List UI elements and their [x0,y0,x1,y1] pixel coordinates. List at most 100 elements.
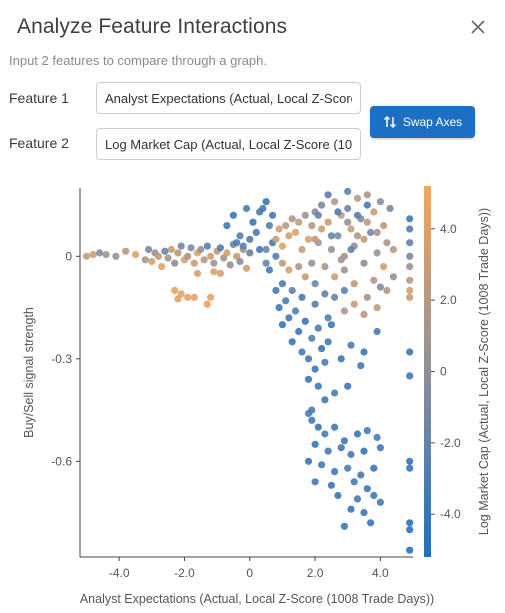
data-point [242,204,251,213]
data-point [353,194,362,202]
y-axis-title: Buy/Sell signal strength [22,307,36,438]
colorbar-tick-label: -2.0 [440,436,461,450]
data-point [314,423,322,431]
data-point [324,314,332,322]
data-point [406,348,414,356]
x-tick-label: -2.0 [174,566,195,580]
data-point [314,211,322,219]
data-point [373,327,381,336]
data-point [376,198,384,206]
data-point [370,276,378,284]
data-point [321,290,329,298]
data-point [318,461,326,469]
data-point [357,362,365,370]
data-point [148,257,156,266]
data-point [406,225,414,233]
data-point [171,259,179,267]
data-point [334,208,342,216]
colorbar-tick-label: 4.0 [440,222,457,236]
data-point [197,245,205,254]
colorbar-tick-label: 0 [440,365,447,379]
scatter-chart: -4.0 -2.0 0 2.0 4.0 0 -0.3 -0.6 Analyst Expect… [22,186,491,606]
data-point [102,251,110,259]
data-point [272,235,280,243]
data-point [327,481,335,489]
data-point [203,242,211,250]
data-point [246,249,254,257]
swap-axes-label: Swap Axes [402,115,463,129]
colorbar-tick-label: 2.0 [440,293,457,307]
data-point [337,444,345,452]
data-point [350,280,358,288]
feature2-label: Feature 2 [9,135,69,151]
data-point [363,191,371,199]
data-point [363,218,371,226]
data-point [360,447,368,455]
data-point [360,348,368,356]
data-point [406,372,414,380]
data-point [406,519,414,527]
close-icon[interactable] [466,15,490,39]
data-point [291,228,300,236]
data-point [367,519,375,527]
data-point [344,382,352,390]
data-point [344,218,352,226]
data-point [304,235,313,243]
data-point [308,259,316,267]
data-point [406,252,414,260]
data-point [373,304,381,312]
x-tick-label: 4.0 [372,566,389,580]
data-point [190,293,198,301]
data-point [164,254,172,262]
data-point [314,324,322,332]
data-point [210,259,218,267]
data-point [242,264,251,272]
data-point [383,239,391,247]
data-point [311,235,319,243]
data-point [141,256,149,264]
data-point [262,198,270,206]
dialog-subtitle: Input 2 features to compare through a gr… [9,53,268,68]
data-point [295,218,303,226]
data-point [82,252,91,260]
data-point [363,201,371,209]
data-point [236,232,244,240]
data-point [406,464,414,472]
data-point [406,286,414,295]
data-point [370,464,378,472]
data-point [376,498,384,506]
data-point [207,252,215,260]
data-point [406,457,414,465]
data-point [184,252,192,260]
data-point [406,293,414,301]
data-point [311,440,319,448]
data-point [367,228,375,236]
data-point [347,450,355,459]
swap-axes-button[interactable]: Swap Axes [370,106,475,138]
data-point [327,321,335,329]
data-point [383,286,391,295]
data-point [350,478,358,486]
data-point [246,235,254,243]
feature1-field[interactable] [96,82,361,114]
data-point [340,437,348,445]
data-point [190,259,198,267]
data-point [122,247,130,255]
data-point [203,300,211,308]
data-point [301,273,309,281]
data-point [344,204,352,213]
data-point [373,433,381,441]
data-point [321,358,329,366]
data-point [304,409,313,418]
data-point [406,276,414,284]
data-point [376,444,384,452]
feature2-field[interactable] [96,128,361,160]
data-point [324,218,332,226]
data-point [96,249,104,257]
data-point [278,321,286,329]
data-point [353,495,362,503]
data-point [344,187,352,195]
data-point [167,245,175,254]
colorbar-tick-label: -4.0 [440,507,461,521]
data-point [216,269,224,277]
